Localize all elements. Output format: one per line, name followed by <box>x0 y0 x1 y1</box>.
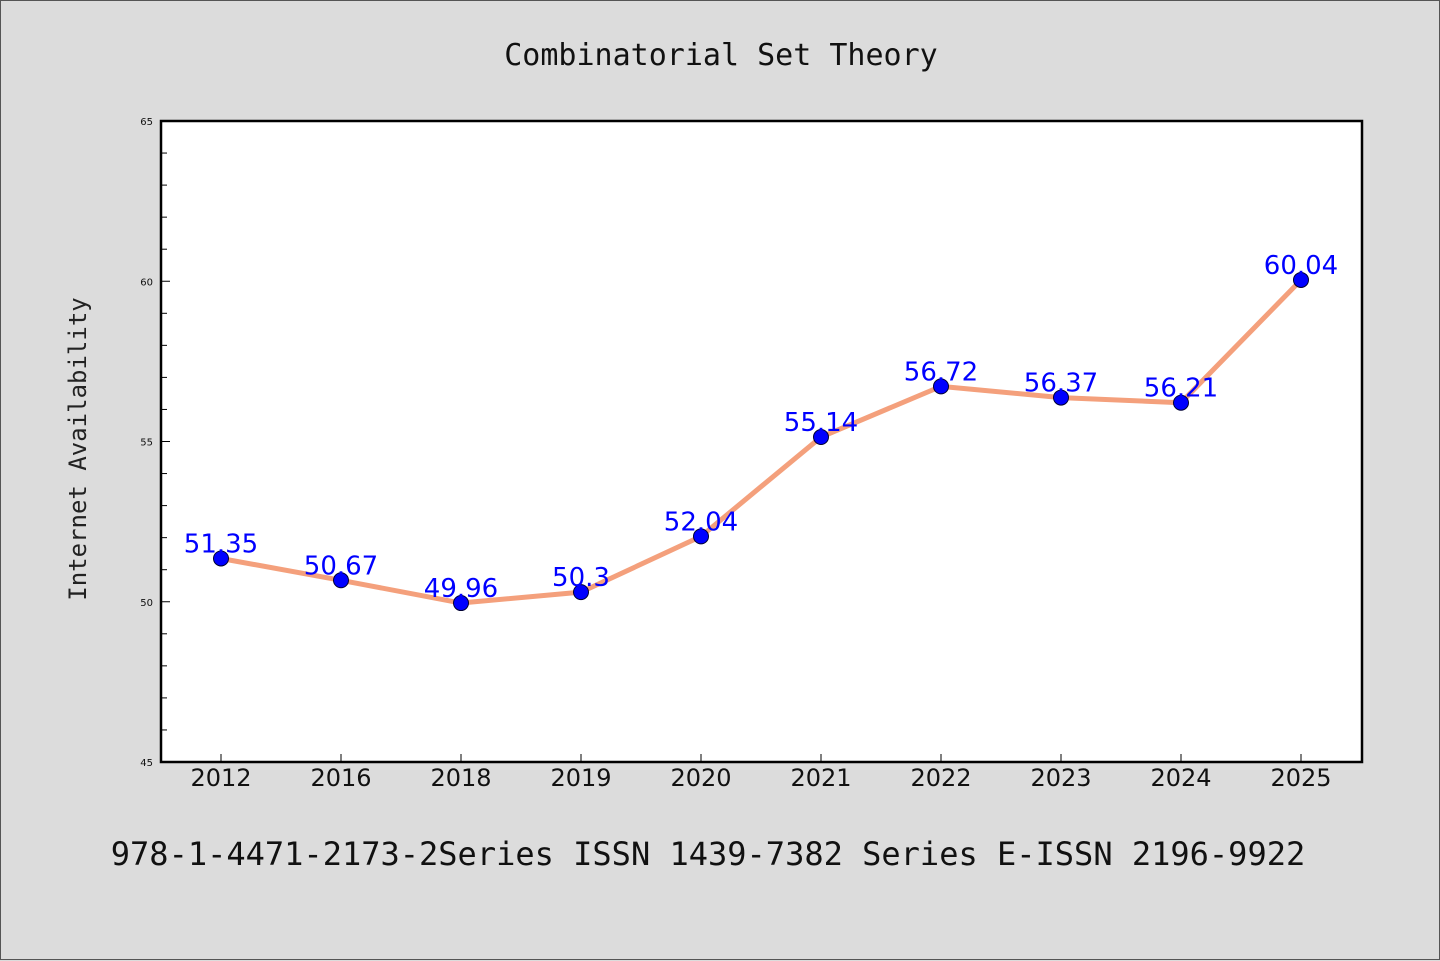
data-point <box>813 429 829 446</box>
data-label: 51.35 <box>184 529 258 559</box>
plot-area <box>159 119 1364 764</box>
x-tick-label: 2019 <box>550 764 611 792</box>
data-point <box>333 572 349 589</box>
x-tick-label: 2021 <box>790 764 851 792</box>
data-labels: 51.35 50.67 49.96 50.3 52.04 55.14 56.72 56.37 5… <box>184 251 1338 604</box>
data-label: 56.72 <box>904 357 978 387</box>
data-point <box>693 528 709 545</box>
x-tick-label: 2024 <box>1150 764 1211 792</box>
data-point <box>933 378 949 395</box>
footer-text: 978-1-4471-2173-2Series ISSN 1439-7382 S… <box>111 835 1305 873</box>
data-label: 50.3 <box>552 563 610 593</box>
y-tick-label: 55 <box>140 438 153 449</box>
data-label: 56.21 <box>1144 374 1218 404</box>
x-axis: 2012 2016 2018 2019 2020 2021 2022 2023 2024 2025 <box>190 754 1332 792</box>
y-tick-label: 50 <box>140 598 153 609</box>
data-label: 55.14 <box>784 408 858 438</box>
x-tick-label: 2023 <box>1030 764 1091 792</box>
y-tick-label: 45 <box>140 758 153 769</box>
y-tick-label: 60 <box>140 277 153 288</box>
data-label: 50.67 <box>304 551 378 581</box>
data-label: 60.04 <box>1264 251 1338 281</box>
data-point <box>1173 394 1189 411</box>
data-point <box>1293 271 1309 288</box>
series-line <box>218 277 1304 606</box>
chart-title: Combinatorial Set Theory <box>504 38 937 73</box>
data-point <box>1053 389 1069 406</box>
x-tick-label: 2020 <box>670 764 731 792</box>
data-label: 56.37 <box>1024 369 1098 399</box>
data-label: 49.96 <box>424 574 498 604</box>
data-point <box>213 550 229 567</box>
data-label: 52.04 <box>664 507 738 537</box>
data-point <box>453 595 469 612</box>
y-axis-label: Internet Availability <box>64 297 92 600</box>
y-tick-label: 65 <box>140 117 153 128</box>
x-tick-label: 2022 <box>910 764 971 792</box>
data-point <box>573 584 589 601</box>
y-axis: 45 50 55 60 65 <box>140 117 170 769</box>
x-tick-label: 2016 <box>310 764 371 792</box>
x-tick-label: 2012 <box>190 764 251 792</box>
x-tick-label: 2018 <box>430 764 491 792</box>
x-tick-label: 2025 <box>1270 764 1331 792</box>
series-markers <box>213 271 1309 612</box>
